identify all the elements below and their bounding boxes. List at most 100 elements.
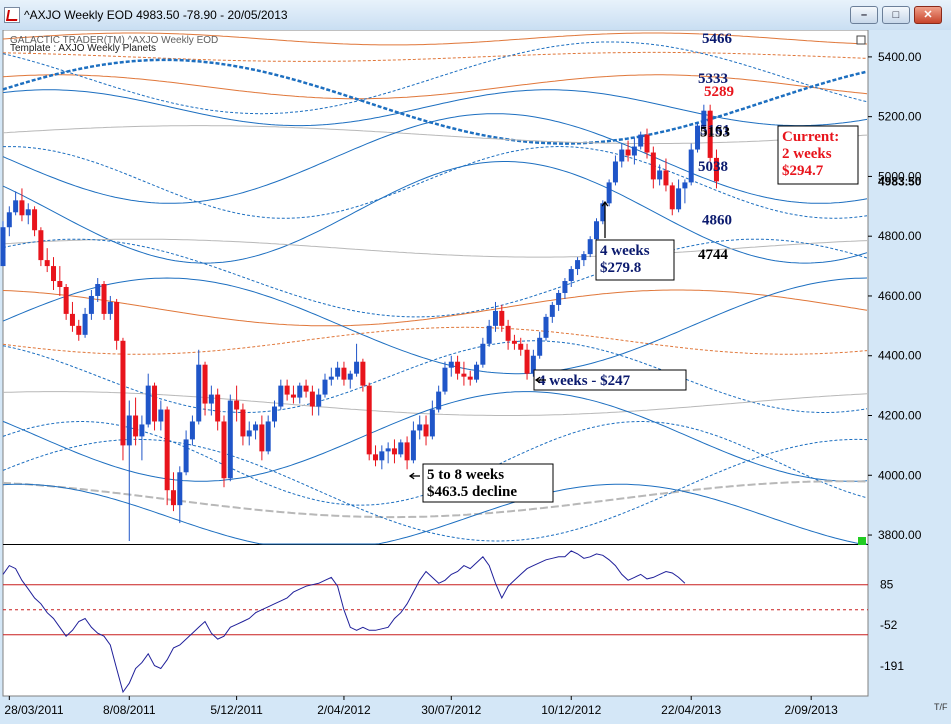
plot-area [2,30,869,697]
close-button[interactable]: ✕ [914,6,942,24]
header-line-2: Template : AXJO Weekly Planets [10,43,156,54]
y-tick-label: 5400.00 [878,50,922,64]
y-tick-label: 4400.00 [878,349,922,363]
candle-body [189,421,195,440]
axes: 5400.00 5200.00 5000.00 4800.00 4600.00 4400.… [4,50,921,717]
candle-body [82,313,88,335]
candle-body [139,424,145,437]
candle-body [51,266,57,282]
candle-body [290,394,296,398]
candle-body [265,421,271,452]
candle-body [612,161,618,183]
candle-body [38,230,44,261]
level-label: 5153 [700,125,730,141]
oscillator-tick-label: -191 [880,659,904,673]
candle-body [63,287,69,314]
candle-body [404,442,410,461]
candle-body [701,110,707,126]
candle-body [385,448,391,452]
candle-body [126,415,132,446]
candle-body [631,146,637,156]
candle-body [221,421,227,479]
price-chart[interactable]: 5400.00 5200.00 5000.00 4800.00 4600.00 4400.… [0,30,951,724]
timeframe-icon[interactable]: T/F [934,702,948,712]
annotation-text: $294.7 [782,163,824,179]
minimize-button[interactable]: – [850,6,878,24]
annotation-text: Current: [782,129,839,145]
price-candles [0,104,719,542]
planet-line [2,438,868,542]
x-tick-label: 8/08/2011 [103,703,156,717]
candle-body [278,385,284,407]
candle-body [442,367,448,392]
candle-body [303,385,309,392]
annotations: Current:2 weeks$294.7 4 weeks$279.8 4 week… [408,125,859,503]
candle-body [227,400,233,479]
candle-body [575,260,581,270]
annotation-box [422,463,554,503]
candle-body [341,367,347,380]
candle-body [69,313,75,326]
candle-body [240,409,246,437]
x-tick-label: 28/03/2011 [4,703,63,717]
candle-body [366,385,372,455]
candle-body [663,170,669,186]
candle-body [511,340,517,344]
annotation-text: 5 to 8 weeks [427,467,504,483]
planet-line [2,238,868,318]
candle-body [492,310,498,326]
planet-line [2,238,868,258]
candle-body [625,149,631,156]
candle-body [177,472,183,506]
y-tick-label: 5200.00 [878,110,922,124]
candle-body [164,409,170,491]
planet-line [2,58,868,145]
x-tick-label: 30/07/2012 [421,703,481,717]
maximize-button[interactable]: □ [882,6,910,24]
candle-body [32,209,38,231]
candle-body [19,200,25,216]
candle-body [13,200,19,213]
candle-body [429,409,435,437]
candle-body [107,301,113,314]
candle-body [234,400,240,410]
candle-body [354,361,360,374]
candle-body [114,301,120,341]
close-icon: ✕ [923,9,933,21]
planet-line [3,145,868,219]
planet-line [2,74,868,100]
chart-app-icon [4,7,20,23]
level-label: 5466 [702,31,733,47]
y-tick-label: 4000.00 [878,468,922,482]
level-label: 4744 [698,247,729,263]
candle-body [499,310,505,326]
planet-line [2,480,868,519]
planet-line [2,277,868,375]
candle-body [158,409,164,422]
candle-body [76,325,82,335]
candle-body [524,349,530,374]
candle-body [246,430,252,437]
candle-body [505,325,511,341]
candle-body [650,152,656,180]
window-titlebar: ^AXJO Weekly EOD 4983.50 -78.90 - 20/05/… [0,0,951,31]
minimize-icon: – [860,9,868,21]
candle-body [568,269,574,282]
panel-toggle-top-icon[interactable] [856,35,866,45]
annotation-text: $463.5 decline [427,484,517,500]
level-label: 4860 [702,212,732,228]
candle-body [543,316,549,338]
x-tick-label: 10/12/2012 [541,703,601,717]
oscillator-line [2,550,686,694]
header-line-1: GALACTIC TRADER(TM) ^AXJO Weekly EOD [10,35,218,46]
candle-body [695,125,701,150]
candle-body [208,394,214,404]
planet-line [2,51,868,62]
oscillator-tick-label: 85 [880,578,894,592]
candle-body [316,394,322,407]
candle-body [44,260,50,267]
candle-body [284,385,290,395]
candle-body [120,340,126,446]
candle-body [556,292,562,305]
candle-body [638,134,644,147]
